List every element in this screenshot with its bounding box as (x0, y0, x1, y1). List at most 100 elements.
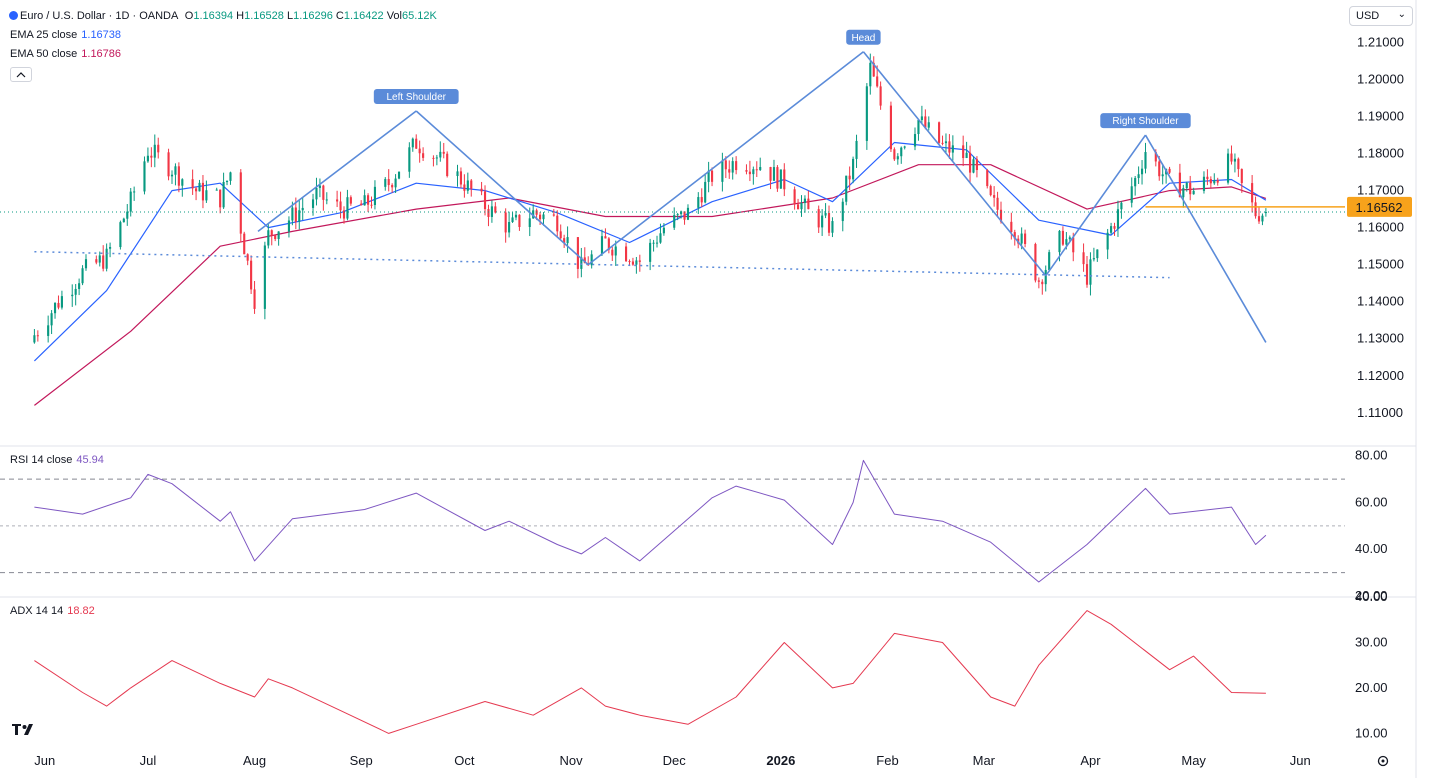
candle-body (287, 220, 291, 232)
candle-body (951, 145, 954, 153)
candle-body (631, 261, 635, 265)
candle-body (662, 227, 665, 234)
candle-body (105, 248, 108, 269)
ema25-line (33, 141, 1267, 362)
candle-body (872, 62, 875, 77)
candle-body (965, 152, 968, 159)
candle-body (580, 257, 583, 269)
candle-body (728, 169, 731, 173)
ohlc-low: 1.16296 (293, 10, 333, 22)
price-badge-group: 1.16562 (1347, 196, 1412, 217)
candle-body (294, 207, 297, 222)
candle-body (1192, 190, 1195, 195)
candle-body (222, 182, 225, 208)
candle-body (360, 203, 363, 206)
candle-body (604, 236, 607, 239)
symbol-legend: Euro / U.S. Dollar · 1D · OANDA O1.16394… (9, 9, 437, 23)
price-axis-label: 1.17000 (1357, 183, 1404, 198)
candle-body (177, 166, 180, 186)
candle-body (109, 247, 112, 249)
candle-body (71, 294, 74, 297)
candle-body (270, 230, 273, 236)
candle-body (652, 242, 655, 244)
time-axis-label: May (1181, 753, 1206, 768)
candle-body (1237, 158, 1240, 170)
candle-body (1085, 264, 1089, 285)
collapse-legend-button[interactable] (10, 67, 32, 82)
candle-body (944, 141, 948, 144)
candle-body (119, 222, 122, 248)
candle-body (793, 189, 796, 205)
candle-body (769, 167, 772, 181)
candle-body (456, 171, 459, 177)
candle-body (1044, 269, 1047, 285)
candle-body (432, 157, 435, 159)
candle-body (817, 209, 820, 228)
time-axis-label: Jun (1290, 753, 1311, 768)
candle-body (1106, 232, 1109, 250)
tradingview-logo-icon[interactable] (12, 724, 33, 735)
price-axis-label: 1.14000 (1357, 294, 1404, 309)
candle-body (126, 211, 129, 219)
pattern-line (1045, 134, 1147, 277)
candle-body (195, 188, 198, 192)
settings-gear-icon[interactable] (1377, 755, 1389, 767)
candle-body (494, 206, 497, 213)
candle-body (710, 170, 714, 182)
time-axis-label: Dec (663, 753, 687, 768)
candle-body (559, 231, 562, 239)
candle-body (528, 218, 531, 227)
candle-body (1154, 152, 1157, 162)
time-axis-label: Jun (34, 753, 55, 768)
rsi-label: RSI 14 close (10, 454, 73, 466)
price-badge-label: 1.16562 (1356, 200, 1403, 215)
candle-body (941, 142, 944, 144)
candle-body (827, 213, 831, 233)
candle-body (277, 231, 280, 240)
candle-body (986, 169, 989, 187)
candle-body (1037, 280, 1040, 282)
ema25-legend[interactable]: EMA 25 close 1.16738 (10, 28, 121, 42)
globe-icon (9, 11, 18, 20)
ema25-value: 1.16738 (81, 29, 122, 41)
candle-body (191, 179, 194, 189)
candle-body (807, 198, 810, 210)
time-axis-label: Apr (1080, 753, 1101, 768)
candle-body (215, 189, 218, 191)
candle-body (704, 181, 707, 203)
candle-body (301, 207, 304, 211)
candle-body (60, 296, 63, 308)
candle-body (439, 151, 442, 158)
candle-body (1202, 176, 1206, 191)
currency-select[interactable]: USD ⌄ (1349, 6, 1413, 26)
pattern-line (862, 51, 1047, 277)
candle-body (143, 161, 146, 192)
candle-body (748, 171, 751, 175)
candle-body (1216, 180, 1219, 183)
candle-body (1189, 182, 1192, 195)
rsi-axis-label: 80.00 (1355, 448, 1388, 463)
time-axis-label: Sep (350, 753, 373, 768)
annotation-label: Head (851, 33, 875, 44)
adx-legend[interactable]: ADX 14 14 18.82 (10, 604, 95, 618)
rsi-legend[interactable]: RSI 14 close 45.94 (10, 453, 104, 467)
candle-body (518, 214, 521, 227)
candle-body (219, 189, 222, 208)
candle-body (735, 161, 738, 171)
candle-body (370, 204, 373, 206)
candle-body (174, 166, 177, 175)
candle-body (686, 207, 690, 220)
candle-body (1257, 216, 1261, 222)
candle-body (81, 268, 84, 284)
candle-body (459, 171, 463, 185)
candles (33, 53, 1267, 344)
ema50-legend[interactable]: EMA 50 close 1.16786 (10, 47, 121, 61)
candle-body (721, 160, 724, 182)
candle-body (167, 152, 170, 177)
candle-body (1254, 202, 1257, 217)
candle-body (490, 206, 493, 217)
candle-body (318, 185, 321, 188)
candle-body (879, 86, 882, 106)
candle-body (74, 288, 77, 295)
